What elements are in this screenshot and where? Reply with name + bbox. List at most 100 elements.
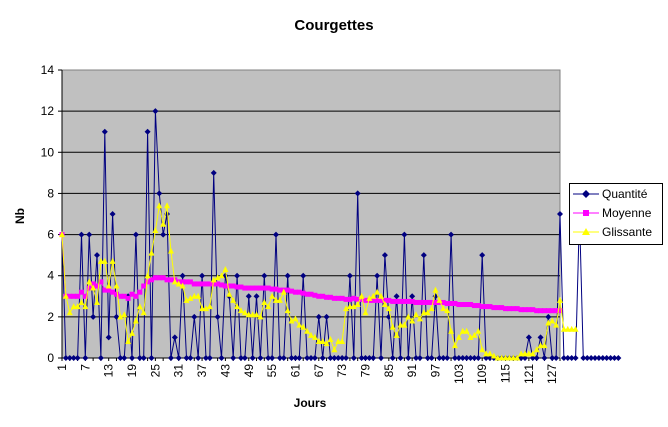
data-point — [557, 211, 563, 217]
data-point — [226, 290, 233, 297]
data-point — [97, 257, 104, 264]
data-point — [110, 289, 116, 295]
data-point — [211, 281, 217, 287]
data-point — [257, 285, 263, 291]
data-point — [117, 293, 123, 299]
data-point — [242, 285, 248, 291]
data-point — [97, 355, 104, 361]
data-point — [312, 292, 318, 298]
x-axis-label: Jours — [294, 396, 327, 410]
data-point — [175, 280, 182, 287]
data-point — [510, 354, 517, 361]
data-point — [514, 354, 521, 361]
data-point — [210, 276, 217, 283]
chart-title: Courgettes — [294, 17, 373, 34]
data-point — [304, 291, 310, 297]
data-point — [238, 284, 244, 290]
data-point — [467, 333, 474, 340]
data-point — [284, 307, 291, 314]
data-point — [595, 355, 602, 361]
x-tick-label: 115 — [499, 364, 513, 383]
data-point — [284, 272, 291, 279]
data-point — [475, 355, 482, 361]
data-point — [471, 331, 478, 338]
data-point — [311, 333, 318, 340]
data-point — [557, 308, 563, 314]
data-point — [117, 313, 124, 320]
data-point — [319, 355, 326, 361]
data-point — [541, 308, 547, 314]
data-point — [374, 288, 381, 295]
data-point — [160, 231, 167, 238]
data-point — [494, 354, 501, 361]
legend-symbol-moyenne — [573, 210, 599, 216]
y-tick-label: 0 — [47, 351, 54, 365]
x-tick-label: 25 — [148, 364, 162, 378]
data-point — [152, 226, 159, 233]
x-tick-label: 37 — [195, 364, 209, 378]
data-point — [475, 303, 481, 309]
y-tick-label: 4 — [47, 269, 54, 283]
data-point — [152, 275, 158, 281]
x-tick-label: 73 — [335, 364, 349, 378]
data-point — [351, 295, 357, 301]
data-point — [168, 277, 174, 283]
data-point — [272, 296, 279, 303]
data-point — [354, 301, 361, 308]
data-point — [350, 355, 357, 361]
data-point — [429, 299, 435, 305]
data-point — [90, 284, 97, 291]
data-point — [308, 331, 314, 338]
series-moyenne — [59, 232, 563, 314]
data-point — [339, 338, 346, 345]
data-point — [471, 355, 478, 361]
data-point — [101, 257, 108, 264]
data-point — [413, 355, 420, 361]
x-tick-label: 61 — [288, 364, 302, 378]
data-point — [409, 293, 416, 300]
legend-symbol-glissante — [573, 228, 599, 235]
data-point — [253, 311, 260, 318]
data-point — [327, 355, 334, 361]
data-point — [588, 355, 595, 361]
data-point — [101, 128, 108, 135]
legend-item-quantite: Quantité — [570, 186, 662, 204]
data-point — [510, 306, 516, 312]
data-point — [195, 355, 202, 361]
data-point — [538, 308, 544, 314]
data-point — [440, 305, 447, 312]
data-point — [405, 298, 411, 304]
data-point — [272, 231, 279, 238]
data-point — [343, 305, 350, 312]
data-point — [479, 304, 485, 310]
data-point — [428, 355, 435, 361]
data-point — [335, 355, 342, 361]
legend-item-glissante: Glissante — [570, 224, 662, 242]
data-point — [533, 346, 540, 353]
data-point — [459, 355, 466, 361]
data-point — [59, 231, 65, 238]
data-point — [187, 279, 193, 285]
y-tick-label: 14 — [41, 63, 55, 77]
data-point — [339, 355, 346, 361]
data-point — [292, 315, 299, 322]
data-point — [424, 355, 431, 361]
data-point — [121, 311, 128, 318]
data-point — [273, 286, 279, 292]
data-point — [350, 303, 357, 310]
x-tick-label: 19 — [125, 364, 139, 378]
data-point — [82, 303, 89, 310]
data-point — [70, 355, 77, 361]
data-point — [316, 293, 322, 299]
data-point — [304, 327, 311, 334]
legend: Quantité Moyenne Glissante — [569, 183, 663, 245]
data-point — [167, 355, 174, 361]
data-point — [413, 299, 419, 305]
series-layer — [59, 108, 622, 361]
data-point — [381, 301, 388, 308]
data-point — [366, 355, 373, 361]
data-point — [495, 305, 501, 311]
data-point — [374, 272, 381, 279]
x-tick-label: 7 — [78, 364, 92, 371]
